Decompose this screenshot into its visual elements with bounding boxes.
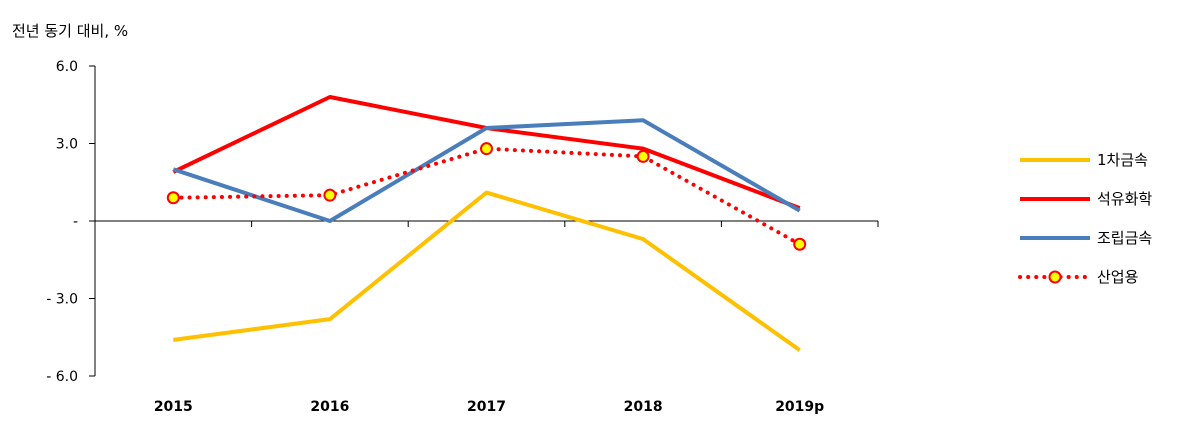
data-point-marker [323, 188, 337, 202]
y-tick-label: - 3.0 [46, 292, 78, 308]
legend-label: 석유화학 [1097, 190, 1152, 208]
data-point-marker [480, 142, 493, 156]
legend-marker [1048, 270, 1062, 284]
y-tick-label: - 6.0 [46, 369, 78, 385]
chart-axes: 6.0 3.0 - - 3.0 - 6.0 2015 2016 2017 2018 2019p [46, 59, 879, 415]
x-tick-label: 2019p [775, 399, 824, 415]
series-line [171, 146, 802, 247]
x-tick-label: 2015 [154, 399, 193, 415]
x-tick-label: 2018 [624, 399, 663, 415]
y-tick-label: 3.0 [56, 137, 78, 153]
series-line [172, 118, 801, 223]
y-tick-label: 6.0 [56, 59, 78, 75]
data-point-marker [166, 191, 180, 205]
y-axis-unit-label: 전년 동기 대비, % [12, 22, 129, 40]
x-tick-label: 2017 [467, 399, 506, 415]
legend-label: 조립금속 [1097, 229, 1152, 247]
legend-label: 1차금속 [1097, 151, 1148, 169]
chart-series-layer [166, 95, 807, 352]
x-tick-label: 2016 [310, 399, 349, 415]
data-point-marker [793, 237, 807, 251]
data-point-marker [636, 149, 650, 163]
legend-label: 산업용 [1097, 268, 1138, 286]
y-tick-label: - [73, 214, 78, 230]
series-line [173, 190, 801, 352]
